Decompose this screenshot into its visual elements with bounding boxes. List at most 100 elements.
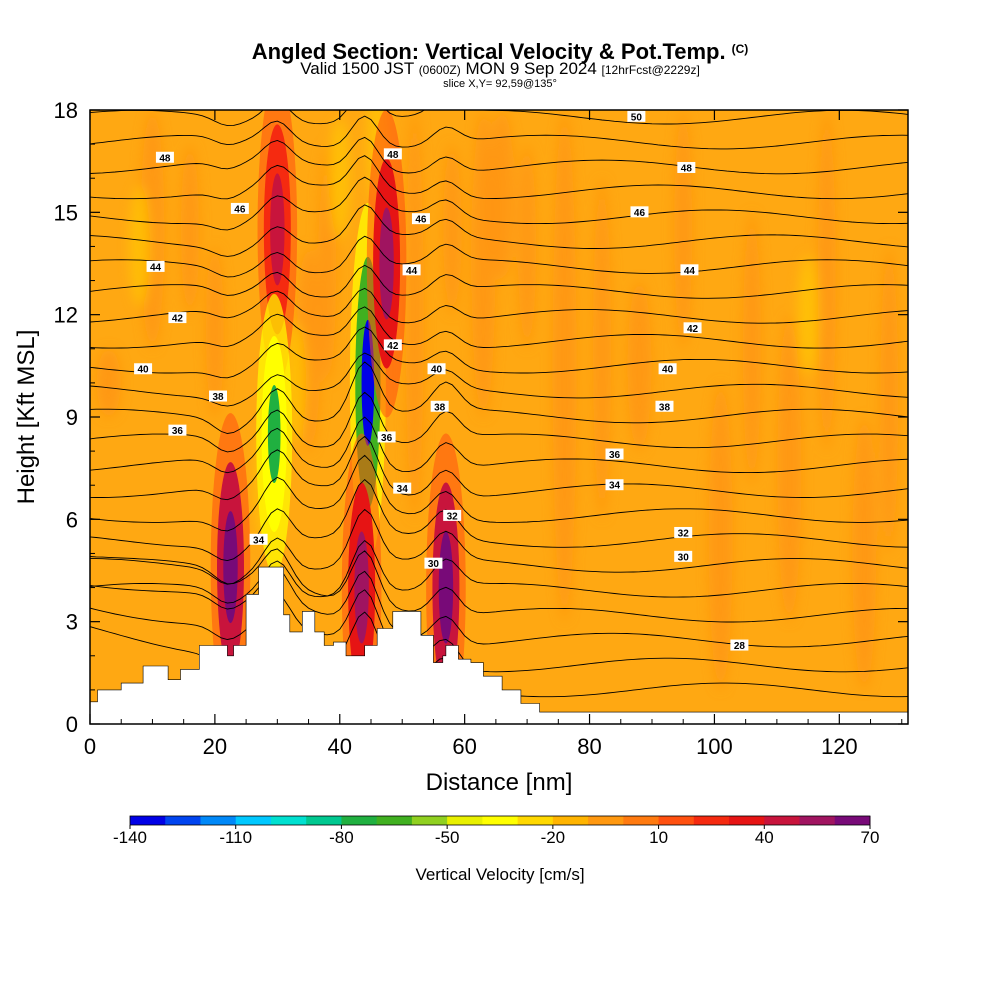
isentrope-45 xyxy=(90,235,908,278)
velocity-core xyxy=(223,511,238,624)
isentrope-46 xyxy=(90,204,908,257)
x-tick-label: 20 xyxy=(203,734,227,759)
velocity-streak xyxy=(777,314,802,622)
isentrope-37 xyxy=(90,416,908,474)
velocity-core xyxy=(379,207,394,320)
y-axis-title: Height [Kft MSL] xyxy=(13,330,40,505)
contour-label: 40 xyxy=(431,365,443,376)
contour-label-box xyxy=(680,264,699,276)
terrain-surface xyxy=(90,566,908,724)
contour-label: 40 xyxy=(662,365,674,376)
contour-label-box xyxy=(134,363,153,375)
contour-label-box xyxy=(155,151,174,163)
plot-area xyxy=(90,110,908,724)
velocity-streak xyxy=(852,417,877,690)
colorbar-title: Vertical Velocity [cm/s] xyxy=(415,865,584,884)
velocity-field xyxy=(96,110,899,690)
isentrope-30 xyxy=(90,568,908,648)
contour-label: 46 xyxy=(415,215,427,226)
velocity-core xyxy=(354,531,369,644)
contour-label: 28 xyxy=(734,641,746,652)
colorbar-swatch xyxy=(658,816,695,825)
colorbar-tick-label: -50 xyxy=(435,828,460,847)
contour-label: 38 xyxy=(659,402,671,413)
contour-label-box xyxy=(605,479,624,491)
contour-label: 42 xyxy=(387,341,399,352)
contour-label: 46 xyxy=(234,204,246,215)
velocity-streak xyxy=(471,110,496,417)
contour-label: 44 xyxy=(684,266,696,277)
colorbar-swatch xyxy=(270,816,307,825)
colorbar: -140 -110 -80 -50 -20 10 40 70 xyxy=(113,815,880,847)
contour-label: 36 xyxy=(381,433,393,444)
colorbar-swatch xyxy=(693,816,730,825)
contour-label-box xyxy=(443,509,462,521)
velocity-streak xyxy=(96,348,121,417)
x-axis-title: Distance [nm] xyxy=(426,769,573,796)
isentrope-41 xyxy=(90,326,908,379)
velocity-streak xyxy=(443,144,462,315)
title-mark: (C) xyxy=(731,42,749,56)
y-tick-label: 15 xyxy=(54,200,78,225)
colorbar-swatch xyxy=(834,816,871,825)
colorbar-tick-label: 40 xyxy=(755,828,774,847)
isentrope-42 xyxy=(90,306,908,349)
velocity-spot xyxy=(129,186,150,307)
contour-label: 34 xyxy=(397,484,409,495)
velocity-streak xyxy=(880,246,899,554)
velocity-streak xyxy=(817,110,836,452)
contour-label: 48 xyxy=(387,150,399,161)
velocity-streak xyxy=(674,110,693,349)
x-tick-label: 40 xyxy=(328,734,352,759)
colorbar-swatch xyxy=(799,816,836,825)
colorbar-swatch xyxy=(482,816,519,825)
colorbar-swatch xyxy=(517,816,554,825)
contour-label: 44 xyxy=(406,266,418,277)
velocity-spot xyxy=(329,118,350,239)
colorbar-tick-label: 70 xyxy=(861,828,880,847)
contour-label: 38 xyxy=(212,392,224,403)
velocity-streak xyxy=(180,144,199,315)
contour-label-box xyxy=(411,213,430,225)
colorbar-swatch xyxy=(165,816,201,825)
contour-label: 50 xyxy=(631,112,643,123)
slice-info: slice X,Y= 92,59@135° xyxy=(443,78,557,90)
y-tick-label: 9 xyxy=(66,405,78,430)
isentrope-47 xyxy=(90,176,908,231)
contour-label: 48 xyxy=(681,163,693,174)
x-tick-label: 0 xyxy=(84,734,96,759)
contour-label: 32 xyxy=(447,511,459,522)
velocity-streak xyxy=(405,110,424,520)
contour-label-box xyxy=(377,431,396,443)
contour-label-box xyxy=(209,390,228,402)
colorbar-tick-label: -20 xyxy=(541,828,566,847)
isentrope-48 xyxy=(90,155,908,200)
isentrope-33 xyxy=(90,508,908,585)
contour-label-box xyxy=(655,400,674,412)
contour-label-box xyxy=(677,161,696,173)
contour-labels: 28 30 30 32 32 34 34 34 36 36 36 38 38 38 40 40 40 42 42 42… xyxy=(134,110,749,652)
contour-label-box xyxy=(146,260,165,272)
isentrope-40 xyxy=(90,352,908,407)
colorbar-swatch xyxy=(552,816,589,825)
isentrope-39 xyxy=(90,361,908,434)
chart-title: Angled Section: Vertical Velocity & Pot.… xyxy=(251,39,749,64)
contour-label-box xyxy=(605,448,624,460)
contour-label-box xyxy=(383,339,402,351)
colorbar-tick-label: -80 xyxy=(329,828,354,847)
contour-label: 40 xyxy=(138,365,150,376)
contour-label-box xyxy=(430,400,449,412)
isentrope-32 xyxy=(90,539,908,604)
velocity-spot xyxy=(798,254,819,375)
x-tick-label: 80 xyxy=(577,734,601,759)
contour-label: 34 xyxy=(609,481,621,492)
colorbar-swatch xyxy=(235,816,272,825)
velocity-streak xyxy=(552,110,577,622)
x-tick-label: 120 xyxy=(821,734,858,759)
colorbar-swatch xyxy=(588,816,624,825)
velocity-core xyxy=(270,173,285,286)
colorbar-swatch xyxy=(200,816,237,825)
y-tick-label: 12 xyxy=(54,303,78,328)
y-tick-label: 3 xyxy=(66,610,78,635)
